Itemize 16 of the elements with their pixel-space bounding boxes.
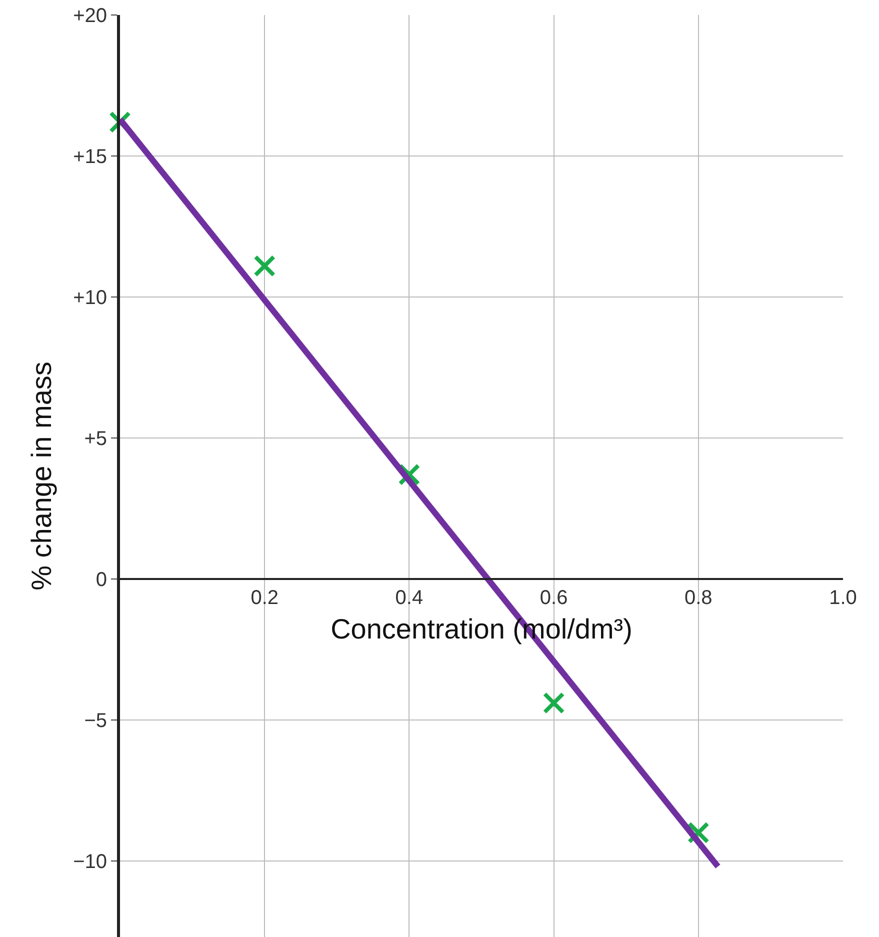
y-tick-label: +20 (73, 5, 107, 27)
point (254, 254, 276, 277)
x-tick-label: 0.2 (250, 586, 279, 609)
x-tick-label: 1.0 (829, 586, 857, 609)
y-tick-label: +15 (73, 146, 107, 168)
x-tick-label: 0.8 (684, 586, 712, 609)
x-tick-label: 0.4 (395, 586, 424, 609)
y-tick-label: 0 (96, 568, 107, 591)
point (542, 692, 565, 714)
y-axis-title: % change in mass (26, 362, 57, 590)
y-tick-label: +5 (84, 428, 107, 450)
x-tick-label: 0.6 (540, 586, 568, 609)
y-tick-label: +10 (73, 286, 107, 309)
y-tick-label: −5 (84, 710, 107, 732)
y-tick-label: −10 (73, 850, 107, 873)
point (687, 822, 710, 844)
